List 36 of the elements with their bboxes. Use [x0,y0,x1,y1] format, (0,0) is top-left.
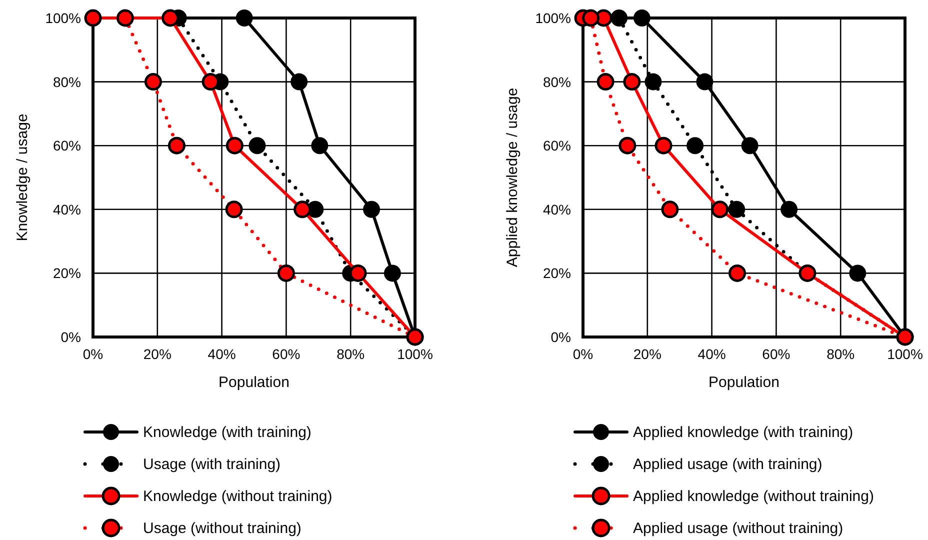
y-tick-label: 0% [550,329,571,345]
y-tick-label: 40% [52,201,81,218]
y-tick-label: 60% [52,138,81,154]
x-tick-label: 20% [633,346,662,362]
legend-label: Applied knowledge (without training) [633,488,874,505]
x-tick-label: 40% [208,346,236,362]
y-tick-label: 80% [52,74,81,90]
y-tick-label: 40% [542,201,571,218]
y-axis-title: Applied knowledge / usage [504,88,521,268]
y-axis-title: Knowledge / usage [14,114,31,242]
y-tick-label: 100% [45,10,81,26]
x-tick-label: 100% [397,346,433,362]
legend-label: Knowledge (with training) [143,424,312,441]
x-tick-label: 80% [826,346,855,362]
y-tick-label: 0% [60,329,81,345]
x-tick-label: 20% [143,346,172,362]
x-tick-label: 0% [572,346,594,362]
x-tick-label: 40% [698,346,726,362]
x-tick-label: 60% [762,346,790,362]
x-axis-title: Population [218,374,290,391]
y-tick-label: 20% [52,265,81,282]
y-tick-label: 100% [535,10,571,26]
x-axis-title: Population [708,374,780,391]
legend-label: Usage (with training) [143,456,281,473]
legend-label: Knowledge (without training) [143,488,332,505]
x-tick-label: 80% [336,346,365,362]
y-tick-label: 80% [542,74,571,90]
legend-label: Applied usage (without training) [633,520,844,537]
legend-label: Applied usage (with training) [633,456,822,473]
legend-label: Usage (without training) [143,520,302,537]
x-tick-label: 100% [887,346,923,362]
legend-label: Applied knowledge (with training) [633,424,854,441]
y-tick-label: 60% [542,138,571,154]
y-tick-label: 20% [542,265,571,282]
x-tick-label: 0% [82,346,104,362]
x-tick-label: 60% [272,346,300,362]
